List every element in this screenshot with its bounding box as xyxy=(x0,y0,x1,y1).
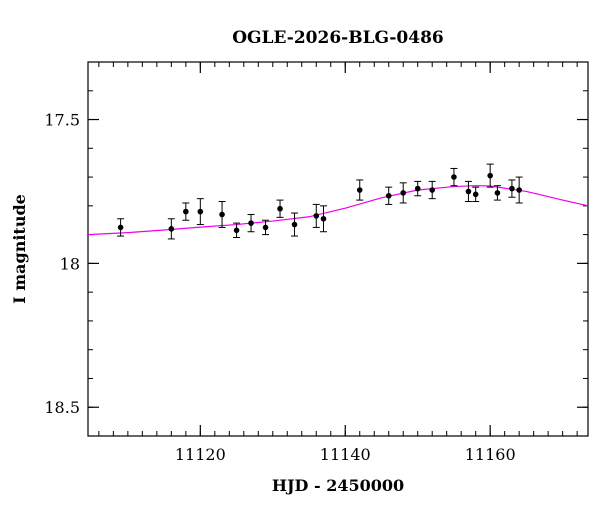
point-marker xyxy=(400,190,407,196)
data-point xyxy=(196,198,204,226)
x-axis-label: HJD - 2450000 xyxy=(272,476,404,495)
model-curve xyxy=(87,185,589,236)
data-points xyxy=(117,163,523,240)
point-marker xyxy=(262,224,269,231)
y-tick-label: 17.5 xyxy=(44,111,80,130)
point-marker xyxy=(494,190,501,196)
point-marker xyxy=(385,192,392,199)
minor-ticks xyxy=(88,61,588,437)
data-point xyxy=(167,218,175,240)
point-marker xyxy=(472,191,479,198)
point-marker xyxy=(248,220,254,226)
point-marker xyxy=(356,187,363,193)
point-marker xyxy=(291,221,298,228)
data-point xyxy=(262,219,270,236)
data-point xyxy=(233,222,241,238)
y-tick-label: 18 xyxy=(60,254,80,273)
x-tick-labels: 11120 11140 11160 xyxy=(175,445,516,464)
data-point xyxy=(508,179,516,198)
data-point xyxy=(414,180,422,197)
data-point xyxy=(399,182,407,204)
point-marker xyxy=(429,187,436,193)
y-tick-labels: 17.5 18 18.5 xyxy=(44,111,80,418)
data-point xyxy=(450,167,458,187)
data-point xyxy=(312,203,320,228)
data-point xyxy=(218,201,226,228)
chart-title: OGLE-2026-BLG-0486 xyxy=(232,28,444,48)
point-marker xyxy=(233,227,240,234)
data-point xyxy=(464,180,472,203)
data-point xyxy=(291,212,299,237)
data-point xyxy=(493,185,501,201)
data-point xyxy=(117,218,125,237)
point-marker xyxy=(516,187,522,193)
data-point xyxy=(486,163,494,188)
point-marker xyxy=(183,208,189,215)
point-marker xyxy=(487,172,493,179)
point-marker xyxy=(168,226,175,232)
point-marker xyxy=(197,208,204,215)
data-point xyxy=(320,205,328,233)
data-point xyxy=(428,180,436,200)
plot-frame xyxy=(87,61,589,437)
point-marker xyxy=(509,185,515,192)
data-point xyxy=(356,179,364,201)
point-marker xyxy=(277,205,283,212)
data-point xyxy=(472,186,480,203)
data-point xyxy=(247,213,255,233)
x-tick-label: 11160 xyxy=(465,445,516,464)
y-axis-label: I magnitude xyxy=(10,194,29,304)
y-tick-label: 18.5 xyxy=(44,398,80,417)
point-marker xyxy=(117,224,124,231)
point-marker xyxy=(219,211,225,218)
point-marker xyxy=(465,188,472,195)
major-ticks xyxy=(88,62,588,436)
point-marker xyxy=(320,215,327,222)
x-tick-label: 11140 xyxy=(320,445,371,464)
data-point xyxy=(515,176,523,204)
data-point xyxy=(182,202,190,221)
data-point xyxy=(385,186,393,205)
point-marker xyxy=(313,213,320,219)
point-marker xyxy=(414,185,421,192)
data-point xyxy=(276,199,284,218)
x-tick-label: 11120 xyxy=(175,445,226,464)
point-marker xyxy=(451,174,457,180)
